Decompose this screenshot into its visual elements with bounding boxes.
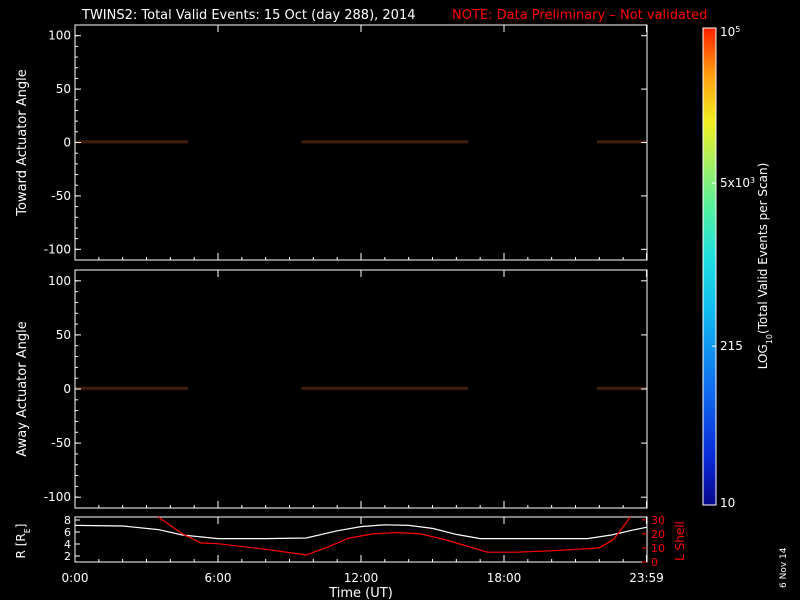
away-ytick-label: 100: [48, 274, 71, 288]
toward-ytick-label: 50: [56, 82, 71, 96]
away-ytick-label: -50: [51, 436, 71, 450]
r-ytick-label: 2: [64, 550, 71, 563]
lshell-ytick-label: 20: [651, 528, 665, 541]
away-data-block: [596, 386, 647, 390]
away-data-block: [301, 386, 469, 390]
r-ytick-label: 8: [64, 514, 71, 527]
lshell-ytick-label: 10: [651, 542, 665, 555]
date-stamp: 6 Nov 14: [779, 547, 789, 588]
away-zero-band: [75, 386, 189, 390]
r-ytick-label: 4: [64, 538, 71, 551]
colorbar-tick-label: 10: [720, 496, 735, 510]
preliminary-note: NOTE: Data Preliminary – Not validated: [452, 8, 707, 23]
colorbar-gradient: [702, 27, 717, 506]
colorbar-tick-label: 5x103: [720, 176, 755, 191]
colorbar-tick-label: 105: [720, 25, 740, 40]
toward-data-block: [75, 140, 189, 144]
xtick-label: 18:00: [487, 571, 522, 585]
away-ytick-label: 50: [56, 328, 71, 342]
toward-data-block: [301, 140, 469, 144]
x-axis-label: Time (UT): [328, 586, 393, 600]
xtick-label: 23:59: [629, 571, 664, 585]
toward-zero-band: [301, 140, 469, 144]
toward-ytick-label: -50: [51, 189, 71, 203]
away-data-block: [75, 386, 189, 390]
toward-ytick-label: -100: [44, 242, 71, 256]
toward-ylabel: Toward Actuator Angle: [15, 69, 30, 216]
lshell-series-line: [158, 516, 631, 556]
away-ytick-label: -100: [44, 490, 71, 504]
colorbar-tick-label: 215: [720, 339, 743, 353]
lshell-ytick-label: 30: [651, 514, 665, 527]
r-series-line: [74, 524, 648, 540]
xtick-label: 6:00: [205, 571, 232, 585]
toward-ytick-label: 0: [63, 136, 71, 150]
colorbar: 105 5x103 215 10 LOG10(Total Valid Events p…: [702, 25, 774, 510]
colorbar-label: LOG10(Total Valid Events per Scan): [756, 163, 774, 370]
r-ytick-label: 6: [64, 526, 71, 539]
away-zero-band: [596, 386, 647, 390]
xtick-label: 0:00: [62, 571, 89, 585]
away-ylabel: Away Actuator Angle: [15, 321, 30, 456]
away-ytick-label: 0: [63, 382, 71, 396]
lshell-axis-label: L Shell: [673, 521, 687, 561]
toward-data-block: [596, 140, 647, 144]
chart-title: TWINS2: Total Valid Events: 15 Oct (day …: [81, 8, 416, 23]
xtick-label: 12:00: [344, 571, 379, 585]
toward-zero-band: [75, 140, 189, 144]
lshell-ytick-label: 0: [651, 556, 658, 569]
away-zero-band: [301, 386, 469, 390]
toward-ytick-label: 100: [48, 29, 71, 43]
toward-zero-band: [596, 140, 647, 144]
